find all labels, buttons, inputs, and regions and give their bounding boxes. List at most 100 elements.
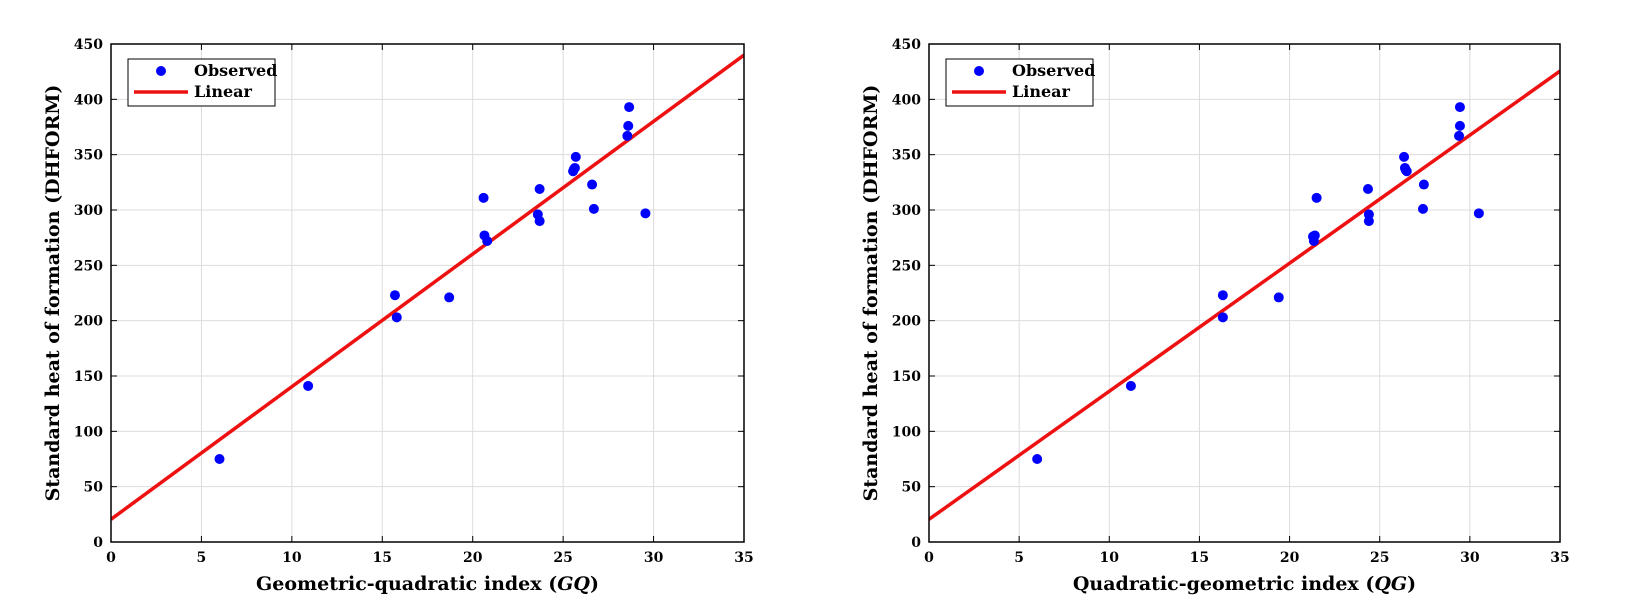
y-tick-label: 400 (74, 92, 103, 108)
y-tick-label: 450 (74, 37, 103, 53)
x-tick-label: 30 (1460, 550, 1480, 566)
observed-point (587, 179, 598, 190)
x-axis-label-symbol: QG (1374, 573, 1407, 595)
legend-label: Observed (194, 61, 277, 80)
y-tick-label: 250 (892, 258, 921, 274)
observed-point (1454, 130, 1465, 141)
observed-point (624, 102, 635, 113)
x-tick-label: 25 (553, 550, 572, 566)
observed-point (1363, 209, 1374, 220)
x-tick-label: 35 (734, 550, 753, 566)
y-tick-label: 150 (74, 369, 103, 385)
observed-point (534, 183, 545, 194)
legend: Observed Linear (945, 58, 1095, 107)
legend-label: Observed (1012, 61, 1095, 80)
observed-point (534, 216, 545, 227)
x-axis-label: Quadratic-geometric index (QG) (1073, 573, 1416, 595)
x-tick-label: 15 (373, 550, 392, 566)
observed-point (1362, 183, 1373, 194)
observed-point (1217, 290, 1228, 301)
x-axis-label-text: Geometric-quadratic index ( (256, 573, 557, 595)
x-tick-label: 20 (1280, 550, 1300, 566)
x-tick-label: 0 (106, 550, 116, 566)
x-tick-label: 20 (463, 550, 483, 566)
observed-point (389, 290, 400, 301)
x-tick-label: 5 (1014, 550, 1024, 566)
legend: Observed Linear (127, 58, 277, 107)
observed-point (1309, 230, 1320, 241)
observed-point (570, 151, 581, 162)
x-tick-label: 25 (1370, 550, 1389, 566)
x-axis-label-close: ) (1407, 573, 1416, 595)
y-tick-label: 150 (892, 369, 921, 385)
y-tick-label: 100 (892, 424, 921, 440)
plot-area (929, 44, 1560, 542)
y-tick-label: 350 (892, 148, 921, 164)
legend-label: Linear (1012, 82, 1071, 101)
observed-point (482, 235, 493, 246)
observed-point (1401, 166, 1412, 177)
legend-box (127, 58, 276, 107)
y-tick-label: 300 (74, 203, 103, 219)
axes-box (110, 43, 745, 543)
observed-point (478, 192, 489, 203)
observed-point (622, 130, 633, 141)
legend-box (945, 58, 1094, 107)
x-tick-label: 5 (197, 550, 207, 566)
observed-point (1125, 380, 1136, 391)
y-tick-label: 400 (892, 92, 921, 108)
y-tick-label: 250 (74, 258, 103, 274)
observed-point (1399, 151, 1410, 162)
y-tick-label: 300 (892, 203, 921, 219)
x-axis-label-text: Quadratic-geometric index ( (1073, 573, 1375, 595)
x-tick-label: 35 (1550, 550, 1569, 566)
y-tick-label: 200 (74, 314, 103, 330)
x-tick-label: 30 (644, 550, 664, 566)
y-tick-label: 50 (84, 480, 104, 496)
x-axis-label-close: ) (590, 573, 599, 595)
legend-marker-observed (974, 66, 984, 76)
observed-point (303, 380, 314, 391)
x-tick-label: 10 (282, 550, 302, 566)
observed-point (588, 203, 599, 214)
observed-point (623, 120, 634, 131)
observed-point (1032, 454, 1043, 464)
observed-point (1454, 102, 1465, 113)
y-tick-label: 450 (892, 37, 921, 53)
axes-box (928, 43, 1561, 543)
y-tick-label: 0 (93, 535, 103, 551)
y-tick-label: 50 (902, 480, 922, 496)
x-tick-label: 0 (924, 550, 934, 566)
left-scatter-plot: 0 5 10 15 20 25 30 3505010015020025030035040045… (42, 37, 754, 595)
observed-point (569, 162, 580, 173)
plot-series (111, 53, 744, 521)
y-tick-label: 0 (911, 535, 921, 551)
y-tick-label: 350 (74, 148, 103, 164)
y-axis-label: Standard heat of formation (DHFORM) (42, 85, 64, 502)
observed-point (214, 454, 225, 464)
y-axis-label: Standard heat of formation (DHFORM) (860, 85, 882, 502)
legend-marker-observed (156, 66, 166, 76)
observed-point (1273, 292, 1284, 303)
x-tick-label: 15 (1190, 550, 1209, 566)
linear-fit-line (929, 69, 1560, 521)
observed-point (1311, 192, 1322, 203)
observed-point (1473, 208, 1484, 219)
observed-point (1454, 120, 1465, 131)
y-tick-label: 100 (74, 424, 103, 440)
right-scatter-plot: 0 5 10 15 20 25 30 3505010015020025030035040045… (860, 37, 1570, 595)
y-tick-label: 200 (892, 314, 921, 330)
legend-label: Linear (194, 82, 253, 101)
observed-point (444, 292, 455, 303)
x-axis-label-symbol: GQ (557, 573, 590, 595)
linear-fit-line (111, 53, 744, 521)
plot-area (111, 44, 744, 542)
observed-point (1418, 179, 1429, 190)
x-axis-label: Geometric-quadratic index (GQ) (256, 573, 599, 595)
observed-point (640, 208, 651, 219)
x-tick-label: 10 (1100, 550, 1120, 566)
observed-point (1217, 312, 1228, 323)
observed-point (391, 312, 402, 323)
observed-point (1417, 203, 1428, 214)
